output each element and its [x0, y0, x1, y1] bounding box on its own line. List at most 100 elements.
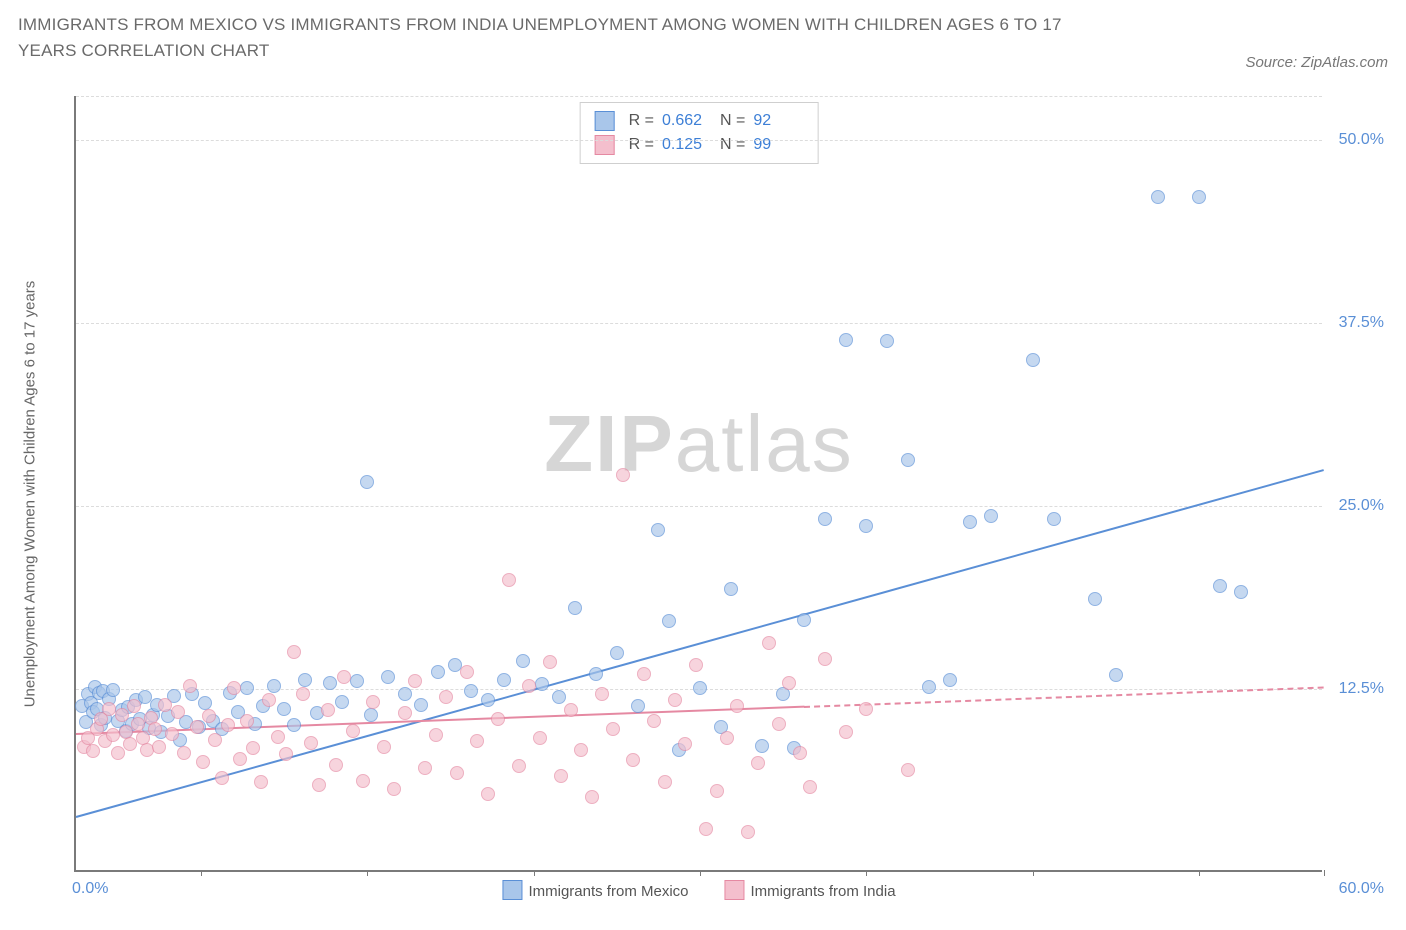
scatter-point [535, 677, 549, 691]
scatter-point [198, 696, 212, 710]
scatter-point [512, 759, 526, 773]
scatter-point [450, 766, 464, 780]
scatter-point [859, 702, 873, 716]
scatter-point [240, 681, 254, 695]
scatter-point [543, 655, 557, 669]
scatter-point [678, 737, 692, 751]
chart-header: IMMIGRANTS FROM MEXICO VS IMMIGRANTS FRO… [18, 12, 1388, 65]
scatter-point [491, 712, 505, 726]
legend-stats: R =0.662N =92R =0.125N =99 [580, 102, 819, 164]
scatter-point [730, 699, 744, 713]
scatter-point [943, 673, 957, 687]
scatter-point [589, 667, 603, 681]
scatter-point [86, 744, 100, 758]
plot-area: ZIPatlas R =0.662N =92R =0.125N =99 0.0%… [74, 96, 1322, 872]
scatter-point [610, 646, 624, 660]
legend-n-value: 92 [753, 109, 803, 133]
scatter-point [439, 690, 453, 704]
legend-swatch-icon [595, 135, 615, 155]
scatter-point [658, 775, 672, 789]
scatter-point [616, 468, 630, 482]
scatter-point [963, 515, 977, 529]
scatter-point [1192, 190, 1206, 204]
scatter-point [360, 475, 374, 489]
scatter-point [111, 746, 125, 760]
scatter-point [803, 780, 817, 794]
scatter-point [356, 774, 370, 788]
gridline [76, 96, 1322, 97]
watermark-text: ZIPatlas [544, 398, 853, 490]
scatter-point [533, 731, 547, 745]
scatter-point [1151, 190, 1165, 204]
scatter-point [408, 674, 422, 688]
scatter-point [215, 771, 229, 785]
scatter-point [522, 679, 536, 693]
scatter-point [381, 670, 395, 684]
scatter-point [152, 740, 166, 754]
scatter-point [1109, 668, 1123, 682]
scatter-point [387, 782, 401, 796]
scatter-point [689, 658, 703, 672]
scatter-point [516, 654, 530, 668]
legend-item: Immigrants from India [724, 880, 895, 900]
scatter-point [1213, 579, 1227, 593]
scatter-point [190, 720, 204, 734]
scatter-point [762, 636, 776, 650]
gridline [76, 506, 1322, 507]
gridline [76, 323, 1322, 324]
legend-swatch-icon [595, 111, 615, 131]
scatter-point [797, 613, 811, 627]
scatter-point [287, 718, 301, 732]
scatter-point [287, 645, 301, 659]
scatter-point [626, 753, 640, 767]
scatter-point [431, 665, 445, 679]
x-tick [1033, 870, 1034, 876]
scatter-point [165, 727, 179, 741]
scatter-point [595, 687, 609, 701]
scatter-point [398, 706, 412, 720]
scatter-point [429, 728, 443, 742]
scatter-point [321, 703, 335, 717]
scatter-point [335, 695, 349, 709]
correlation-chart: Unemployment Among Women with Children A… [18, 88, 1388, 900]
scatter-point [329, 758, 343, 772]
scatter-point [364, 708, 378, 722]
legend-r-value: 0.662 [662, 109, 712, 133]
legend-stat-row: R =0.125N =99 [595, 133, 804, 157]
scatter-point [460, 665, 474, 679]
scatter-point [574, 743, 588, 757]
x-tick [700, 870, 701, 876]
scatter-point [208, 733, 222, 747]
scatter-point [246, 741, 260, 755]
scatter-point [651, 523, 665, 537]
scatter-point [271, 730, 285, 744]
scatter-point [662, 614, 676, 628]
scatter-point [647, 714, 661, 728]
scatter-point [115, 708, 129, 722]
scatter-point [127, 699, 141, 713]
scatter-point [710, 784, 724, 798]
scatter-point [755, 739, 769, 753]
scatter-point [1234, 585, 1248, 599]
scatter-point [233, 752, 247, 766]
scatter-point [414, 698, 428, 712]
scatter-point [366, 695, 380, 709]
scatter-point [240, 714, 254, 728]
scatter-point [772, 717, 786, 731]
scatter-point [751, 756, 765, 770]
scatter-point [481, 787, 495, 801]
scatter-point [631, 699, 645, 713]
scatter-point [464, 684, 478, 698]
y-axis-label: Unemployment Among Women with Children A… [22, 281, 39, 708]
scatter-point [568, 601, 582, 615]
scatter-point [481, 693, 495, 707]
scatter-point [196, 755, 210, 769]
chart-source: Source: ZipAtlas.com [1245, 54, 1388, 71]
scatter-point [1047, 512, 1061, 526]
scatter-point [984, 509, 998, 523]
scatter-point [227, 681, 241, 695]
y-tick-label: 25.0% [1326, 497, 1384, 515]
scatter-point [106, 683, 120, 697]
legend-swatch-icon [724, 880, 744, 900]
scatter-point [346, 724, 360, 738]
